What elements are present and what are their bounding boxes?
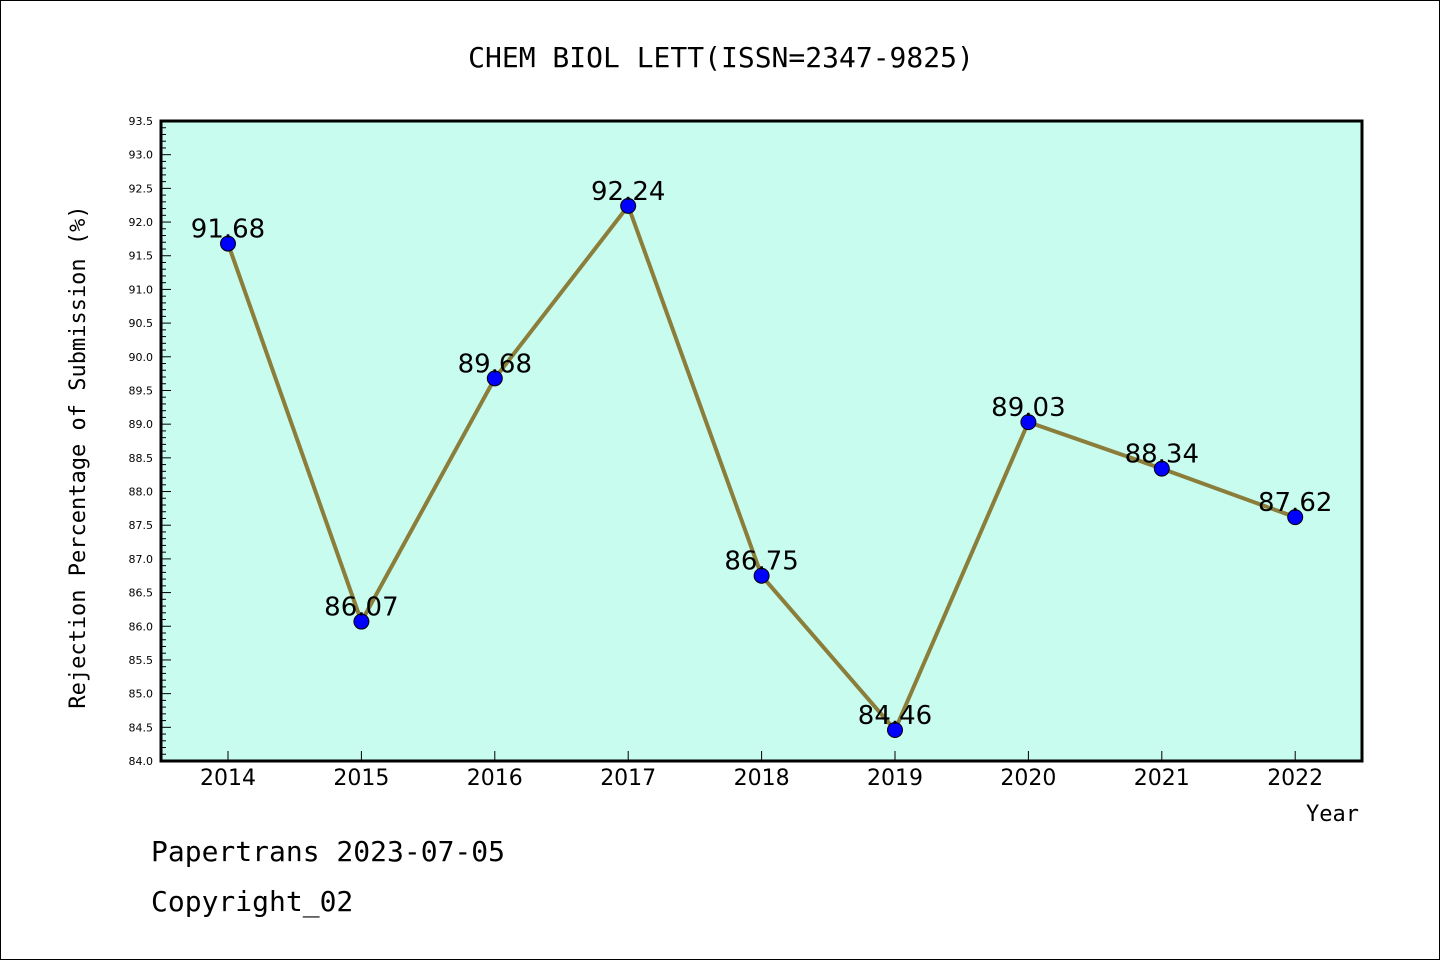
footer-credit: Papertrans 2023-07-05 [151, 835, 506, 868]
x-tick-label: 2018 [734, 766, 790, 791]
y-axis: 84.0 84.5 85.0 85.5 86.0 86.5 87.0 87.5 88.0 88.5… [129, 115, 171, 768]
data-point [1287, 509, 1304, 526]
data-label: 91.68 [191, 215, 265, 245]
y-tick-label: 86.5 [129, 587, 154, 600]
data-point [486, 370, 503, 387]
plot-area [159, 119, 1364, 763]
y-tick-label: 84.0 [129, 755, 154, 768]
y-tick-label: 87.5 [129, 519, 154, 532]
x-tick-label: 2020 [1000, 766, 1056, 791]
y-tick-label: 93.5 [129, 115, 154, 128]
y-tick-label: 93.0 [129, 149, 154, 162]
data-label: 89.68 [458, 349, 532, 379]
series-line-group [220, 197, 1304, 739]
data-point [887, 722, 903, 739]
x-axis-title: Year [1306, 802, 1359, 827]
data-point [353, 613, 370, 630]
data-label: 92.24 [591, 177, 665, 207]
y-tick-label: 85.5 [129, 654, 154, 667]
y-tick-label: 88.0 [129, 486, 154, 499]
footer-copyright: Copyright_02 [151, 885, 354, 918]
y-tick-label: 86.0 [129, 620, 154, 633]
y-tick-label: 90.0 [129, 351, 154, 364]
data-label: 89.03 [991, 393, 1065, 423]
x-axis: 2014 2015 2016 2017 2018 2019 2020 2021 2022 [200, 751, 1323, 791]
data-label: 86.75 [724, 547, 798, 577]
x-tick-label: 2017 [600, 766, 656, 791]
data-point [1153, 460, 1170, 477]
y-tick-label: 91.0 [129, 283, 154, 296]
data-point [620, 197, 637, 214]
y-tick-label: 92.0 [129, 216, 154, 229]
data-point [753, 567, 770, 584]
x-tick-label: 2014 [200, 766, 256, 791]
x-tick-label: 2019 [867, 766, 923, 791]
x-tick-label: 2015 [333, 766, 389, 791]
y-tick-label: 87.0 [129, 553, 154, 566]
chart-title: CHEM BIOL LETT(ISSN=2347-9825) [468, 41, 974, 74]
data-label: 88.34 [1125, 440, 1199, 470]
x-tick-label: 2022 [1267, 766, 1323, 791]
data-label-group: 91.68 86.07 89.68 92.24 86.75 84.46 89.03 88.34… [191, 177, 1333, 731]
data-label: 84.46 [858, 701, 932, 731]
y-tick-label: 89.0 [129, 418, 154, 431]
y-tick-label: 88.5 [129, 452, 154, 465]
data-point [1020, 414, 1037, 431]
y-tick-label: 85.0 [129, 688, 154, 701]
x-tick-label: 2021 [1134, 766, 1190, 791]
data-label: 87.62 [1258, 488, 1332, 518]
y-tick-label: 91.5 [129, 250, 154, 263]
y-tick-label: 84.5 [129, 721, 154, 734]
data-point [220, 235, 236, 252]
y-tick-label: 92.5 [129, 182, 154, 195]
x-tick-label: 2016 [467, 766, 523, 791]
data-label: 86.07 [324, 593, 398, 623]
y-tick-label: 90.5 [129, 317, 154, 330]
y-axis-title: Rejection Percentage of Submission (%) [66, 205, 91, 708]
y-tick-label: 89.5 [129, 384, 154, 397]
